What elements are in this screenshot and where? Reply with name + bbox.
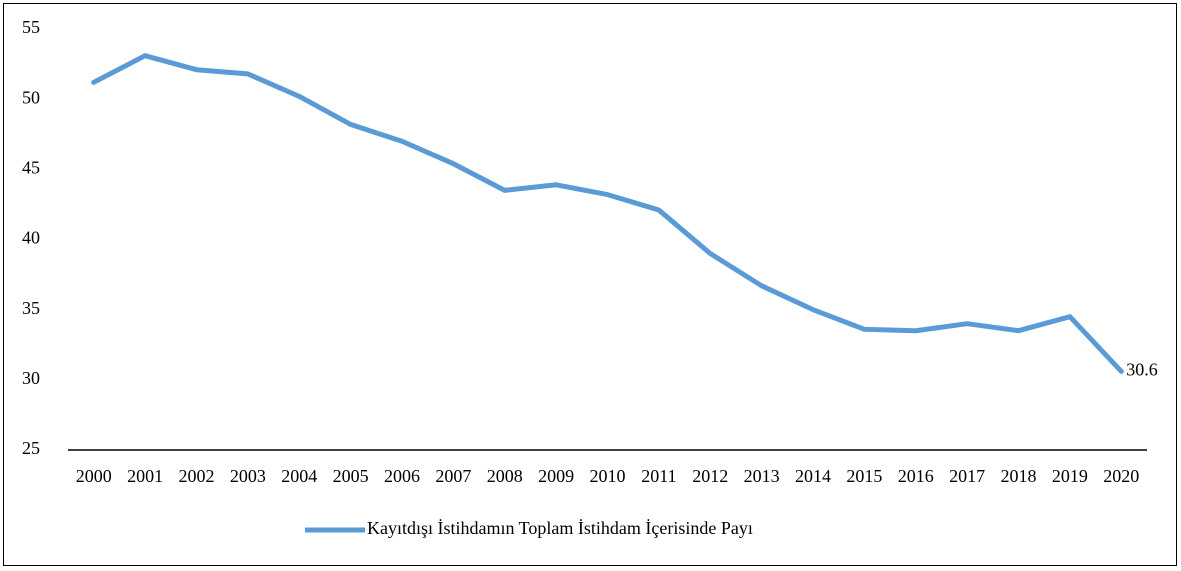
y-tick-label: 40 [22, 228, 40, 248]
y-tick-label: 35 [22, 298, 40, 318]
x-tick-label: 2020 [1103, 466, 1139, 486]
x-tick-label: 2017 [949, 466, 985, 486]
x-tick-label: 2015 [846, 466, 882, 486]
y-tick-label: 50 [22, 87, 40, 107]
chart-border [3, 3, 1177, 566]
x-tick-label: 2009 [538, 466, 574, 486]
x-tick-label: 2007 [435, 466, 471, 486]
y-tick-label: 55 [22, 17, 40, 37]
x-tick-label: 2005 [333, 466, 369, 486]
x-tick-label: 2000 [76, 466, 112, 486]
data-line [91, 53, 1124, 374]
x-tick-label: 2014 [795, 466, 831, 486]
x-tick-label: 2011 [641, 466, 676, 486]
y-tick-label: 25 [22, 438, 40, 458]
x-tick-label: 2012 [692, 466, 728, 486]
x-tick-label: 2010 [590, 466, 626, 486]
x-tick-label: 2018 [1001, 466, 1037, 486]
x-tick-label: 2003 [230, 466, 266, 486]
x-tick-label: 2001 [127, 466, 163, 486]
x-tick-label: 2019 [1052, 466, 1088, 486]
x-tick-label: 2013 [744, 466, 780, 486]
y-tick-label: 45 [22, 157, 40, 177]
x-tick-label: 2008 [487, 466, 523, 486]
legend-label: Kayıtdışı İstihdamın Toplam İstihdam İçe… [367, 518, 753, 538]
x-tick-label: 2006 [384, 466, 420, 486]
x-tick-label: 2016 [898, 466, 934, 486]
x-tick-label: 2002 [178, 466, 214, 486]
x-tick-label: 2004 [281, 466, 317, 486]
data-label: 30.6 [1126, 360, 1158, 380]
y-tick-label: 30 [22, 368, 40, 388]
